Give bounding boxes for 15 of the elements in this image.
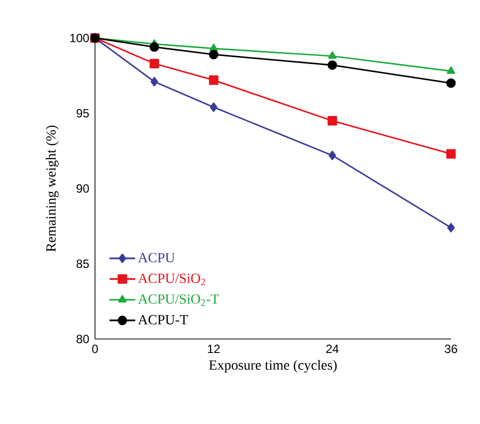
legend-label: ACPU-T <box>138 315 188 324</box>
x-tick-label: 24 <box>326 344 339 353</box>
legend-label: ACPU/SiO$_{2}$-T <box>138 294 219 306</box>
y-axis-title: Remaining weight (%) <box>46 126 59 252</box>
legend-label: ACPU <box>138 252 175 262</box>
y-tick-label: 100 <box>70 34 89 42</box>
x-tick-label: 12 <box>208 344 220 353</box>
y-tick-label: 80 <box>76 334 89 344</box>
legend-label: ACPU/SiO$_{2}$ <box>138 274 205 286</box>
y-tick-label: 90 <box>76 184 89 193</box>
x-tick-label: 36 <box>444 344 458 354</box>
x-axis-title: Exposure time (cycles) <box>209 360 337 373</box>
x-tick-label: 0 <box>92 344 98 354</box>
y-tick-label: 95 <box>76 109 89 118</box>
y-tick-label: 85 <box>76 260 89 268</box>
